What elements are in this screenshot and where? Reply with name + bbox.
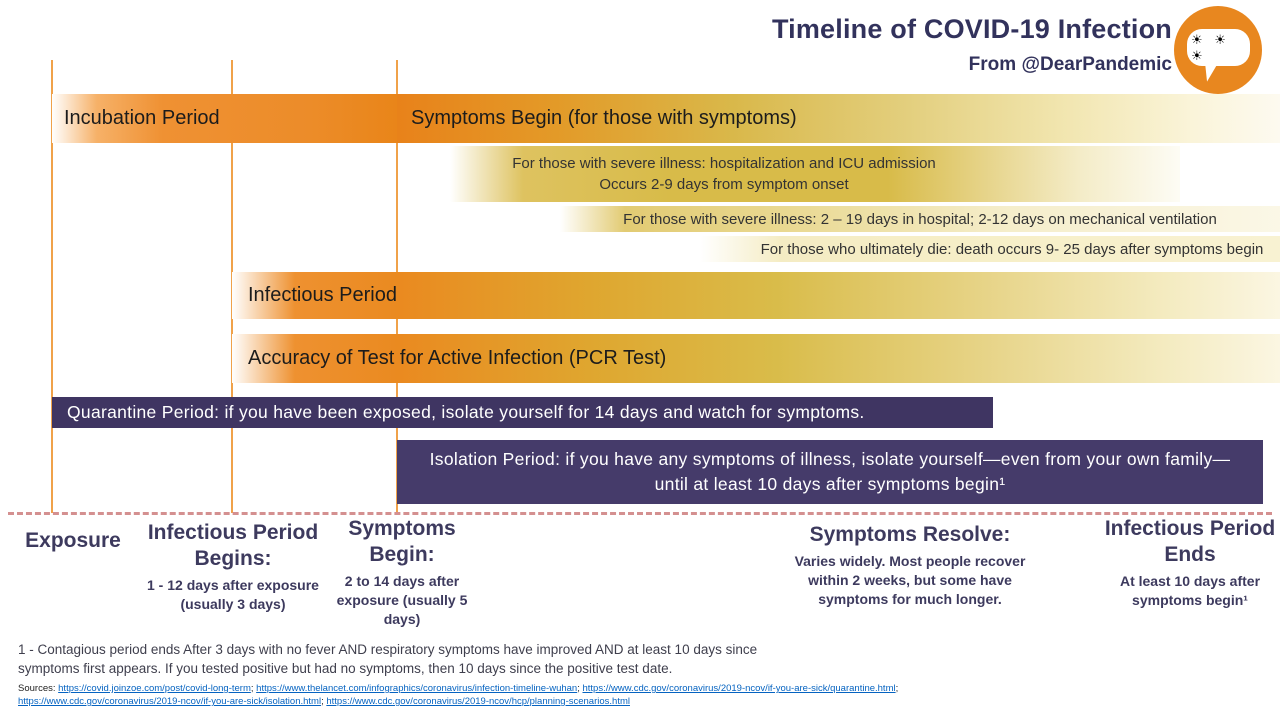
- milestone-symptoms-begin: Symptoms Begin: 2 to 14 days after expos…: [327, 516, 477, 629]
- bar-infectious-label: Infectious Period: [248, 284, 397, 306]
- page-title: Timeline of COVID-19 Infection: [771, 14, 1172, 44]
- bar-quarantine-label: Quarantine Period: if you have been expo…: [67, 402, 865, 422]
- virus-dots-icon: ☀ ☀ ☀: [1191, 31, 1230, 63]
- bar-severe-icu: For those with severe illness: hospitali…: [450, 146, 1180, 202]
- bar-severe-hospital-stay: For those with severe illness: 2 – 19 da…: [560, 206, 1280, 232]
- bar-isolation-label: Isolation Period: if you have any sympto…: [429, 449, 1231, 494]
- severe-icu-line2: Occurs 2-9 days from symptom onset: [599, 176, 849, 193]
- bar-pcr-label: Accuracy of Test for Active Infection (P…: [248, 347, 667, 369]
- severe-hospital-label: For those with severe illness: 2 – 19 da…: [623, 210, 1217, 228]
- milestone-exposure: Exposure: [13, 528, 133, 554]
- bar-isolation-period: Isolation Period: if you have any sympto…: [397, 440, 1263, 504]
- bar-death-outcome: For those who ultimately die: death occu…: [700, 236, 1280, 262]
- source-link-cdc-isolation[interactable]: https://www.cdc.gov/coronavirus/2019-nco…: [18, 696, 322, 707]
- milestone-detail: At least 10 days after symptoms begin¹: [1119, 573, 1261, 608]
- milestone-title: Symptoms Begin:: [348, 517, 456, 566]
- milestone-symptoms-resolve: Symptoms Resolve: Varies widely. Most pe…: [750, 522, 1070, 609]
- severe-icu-line1: For those with severe illness: hospitali…: [512, 155, 936, 172]
- source-separator: ;: [577, 683, 580, 694]
- bar-symptoms-label: Symptoms Begin (for those with symptoms): [411, 107, 797, 129]
- sources-line-2: https://www.cdc.gov/coronavirus/2019-nco…: [18, 695, 1018, 708]
- sources-block: Sources: https://covid.joinzoe.com/post/…: [18, 682, 1018, 708]
- milestone-title: Symptoms Resolve:: [809, 523, 1011, 546]
- bar-severe-icu-text: For those with severe illness: hospitali…: [450, 153, 998, 195]
- milestone-detail: Varies widely. Most people recover withi…: [794, 553, 1026, 607]
- bar-pcr-test-accuracy: Accuracy of Test for Active Infection (P…: [232, 334, 1280, 383]
- bar-incubation-label: Incubation Period: [64, 107, 220, 129]
- bar-infectious-period: Infectious Period: [232, 272, 1280, 319]
- milestone-infectious-ends: Infectious Period Ends At least 10 days …: [1095, 516, 1280, 610]
- milestone-title: Infectious Period Ends: [1104, 517, 1276, 566]
- milestone-infectious-begins: Infectious Period Begins: 1 - 12 days af…: [143, 520, 323, 614]
- sources-line-1: Sources: https://covid.joinzoe.com/post/…: [18, 682, 1018, 695]
- source-link-cdc-quarantine[interactable]: https://www.cdc.gov/coronavirus/2019-nco…: [582, 683, 896, 694]
- source-link-joinzoe[interactable]: https://covid.joinzoe.com/post/covid-lon…: [58, 683, 251, 694]
- milestone-detail: 2 to 14 days after exposure (usually 5 d…: [336, 573, 468, 627]
- attribution-subtitle: From @DearPandemic: [968, 54, 1172, 75]
- guide-line-exposure: [51, 60, 53, 513]
- source-separator: ;: [250, 683, 254, 694]
- death-outcome-label: For those who ultimately die: death occu…: [760, 240, 1264, 258]
- milestone-title: Exposure: [25, 529, 121, 552]
- milestone-title: Infectious Period Begins:: [147, 521, 319, 570]
- source-separator: ;: [895, 683, 899, 694]
- bar-quarantine-period: Quarantine Period: if you have been expo…: [52, 397, 993, 428]
- milestone-detail: 1 - 12 days after exposure (usually 3 da…: [147, 577, 319, 612]
- source-link-cdc-planning[interactable]: https://www.cdc.gov/coronavirus/2019-nco…: [326, 696, 630, 707]
- bar-symptoms-begin: Symptoms Begin (for those with symptoms): [397, 94, 1280, 143]
- footnote: 1 - Contagious period ends After 3 days …: [18, 642, 758, 676]
- timeline-axis: [8, 512, 1272, 515]
- speech-bubble-icon: [1187, 29, 1250, 66]
- source-separator: ;: [321, 696, 324, 707]
- sources-prefix: Sources:: [18, 683, 56, 694]
- header: Timeline of COVID-19 Infection From @Dea…: [772, 14, 1172, 76]
- source-link-lancet[interactable]: https://www.thelancet.com/infographics/c…: [256, 683, 578, 694]
- bar-incubation-period: Incubation Period: [52, 94, 397, 143]
